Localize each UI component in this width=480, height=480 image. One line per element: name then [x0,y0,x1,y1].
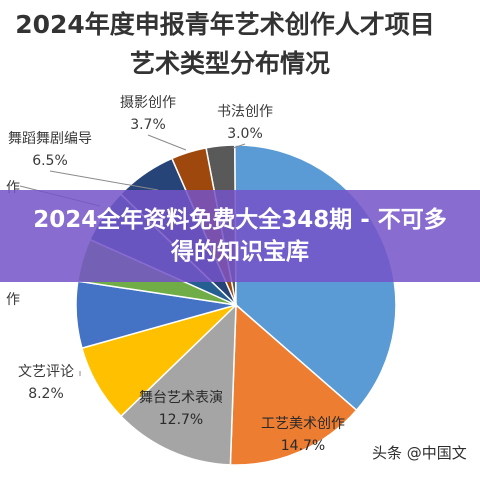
slice-value-label-8: 6.5% [32,153,68,169]
cut-label-1: 作 [6,292,20,308]
slice-label-2: 工艺美术创作 [261,416,345,432]
slice-label-3: 舞台艺术表演 [139,390,223,406]
slice-label-4: 文艺评论 [18,364,74,380]
slice-label-9: 摄影创作 [120,95,176,111]
slice-value-label-4: 8.2% [28,386,64,402]
slice-label-8: 舞蹈舞剧编导 [8,131,92,147]
slice-value-label-0: 3.0% [227,126,263,142]
leader-line-8 [49,170,159,191]
leader-line-0 [232,143,246,149]
slice-labels: 书法创作 3.0% 工艺美术创作 14.7% 舞台艺术表演 12.7% 文艺评论 8.2% 舞蹈… [6,95,345,454]
chart-title-line-2: 艺术类型分布情况 [130,49,330,78]
banner-title: 2024全年资料免费大全348期 - 不可多得的知识宝库 [33,207,447,265]
chart-title-line-1: 2024年度申报青年艺术创作人才项目 [15,10,435,39]
pie-slice-2 [229,303,358,466]
pie-slice-3 [119,303,237,466]
slice-label-0: 书法创作 [217,104,273,120]
slice-value-label-3: 12.7% [159,412,203,428]
title-banner: 2024全年资料免费大全348期 - 不可多得的知识宝库 [0,190,480,282]
slice-value-label-2: 14.7% [281,438,325,454]
watermark: 头条 @中国文 [372,444,467,462]
leader-line-9 [147,134,187,151]
slice-value-label-9: 3.7% [130,117,166,133]
